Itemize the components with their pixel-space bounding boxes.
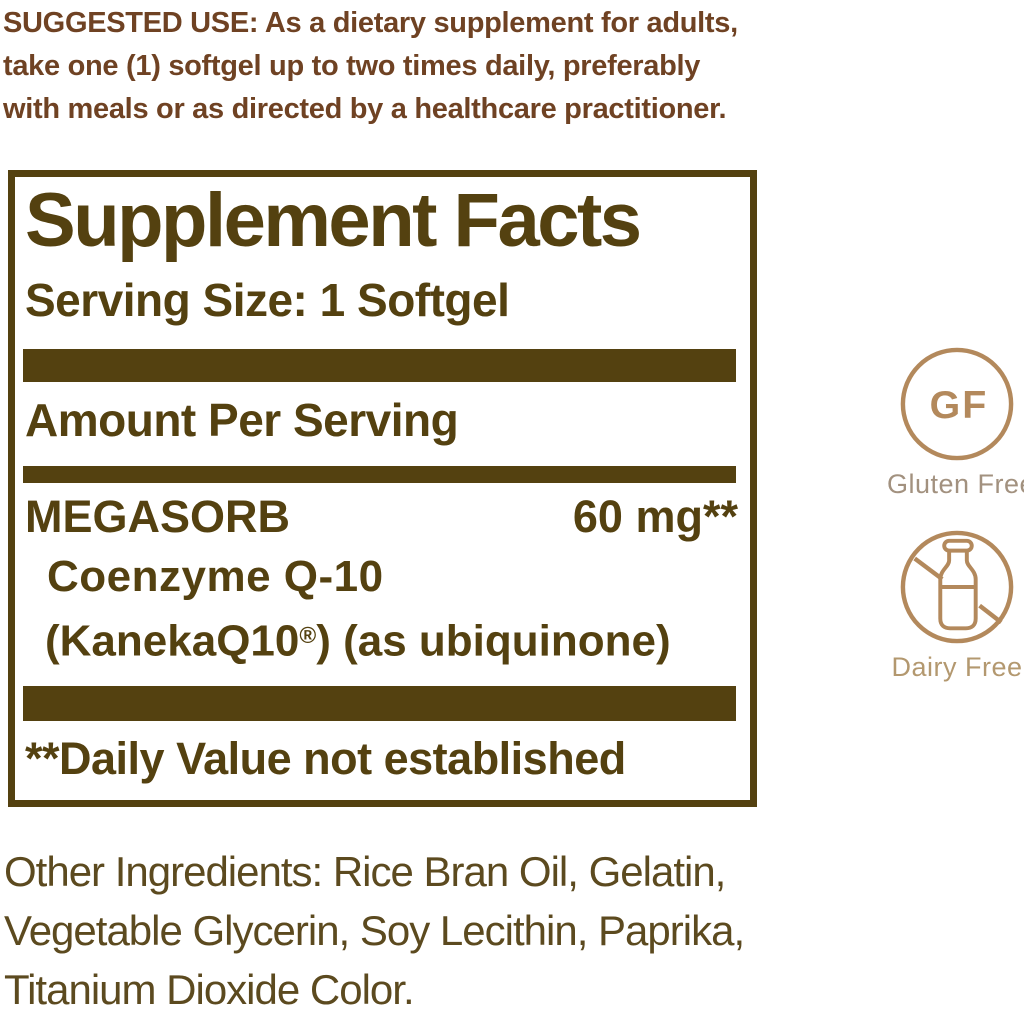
ingredient-subline-kaneka: (KanekaQ10®) (as ubiquinone) xyxy=(25,613,738,664)
ingredient-row: MEGASORB 60 mg** xyxy=(25,493,738,541)
divider-bar-thin xyxy=(23,466,736,483)
ingredient-subline-coenzyme: Coenzyme Q-10 xyxy=(47,552,384,601)
other-ingredients-line-1: Other Ingredients: Rice Bran Oil, Gelati… xyxy=(4,848,726,895)
suggested-use-paragraph: SUGGESTED USE: As a dietary supplement f… xyxy=(3,2,853,131)
ingredient-amount: 60 mg** xyxy=(572,491,738,542)
gluten-free-badge: GF Gluten Free xyxy=(887,345,1024,500)
dairy-free-label: Dairy Free xyxy=(891,652,1023,682)
suggested-use-line-3: with meals or as directed by a healthcar… xyxy=(3,93,727,125)
supplement-facts-panel: Supplement Facts Serving Size: 1 Softgel… xyxy=(8,170,757,807)
other-ingredients-paragraph: Other Ingredients: Rice Bran Oil, Gelati… xyxy=(4,842,884,1009)
divider-bar-thick-bottom xyxy=(23,685,736,721)
registered-trademark-symbol: ® xyxy=(299,622,317,648)
kaneka-suffix: ) (as ubiquinone) xyxy=(316,616,671,666)
gf-abbreviation: GF xyxy=(930,383,989,427)
other-ingredients-line-2: Vegetable Glycerin, Soy Lecithin, Paprik… xyxy=(4,907,745,954)
dairy-free-badge: Dairy Free xyxy=(887,528,1024,683)
suggested-use-line-2: take one (1) softgel up to two times dai… xyxy=(3,50,701,82)
ingredient-name: MEGASORB xyxy=(25,491,291,542)
supplement-facts-content: Supplement Facts Serving Size: 1 Softgel… xyxy=(15,177,750,783)
supplement-facts-title: Supplement Facts xyxy=(25,178,642,263)
suggested-use-line-1: SUGGESTED USE: As a dietary supplement f… xyxy=(3,7,738,39)
amount-per-serving-heading: Amount Per Serving xyxy=(25,394,459,446)
kaneka-prefix: (KanekaQ10 xyxy=(45,616,300,666)
serving-size-text: Serving Size: 1 Softgel xyxy=(25,274,510,326)
divider-bar-thick xyxy=(23,349,736,382)
daily-value-footnote: **Daily Value not established xyxy=(25,732,626,784)
milk-bottle-crossed-icon xyxy=(900,530,1014,644)
gluten-free-label: Gluten Free xyxy=(887,469,1024,499)
gf-circle-icon: GF xyxy=(900,347,1014,461)
other-ingredients-line-3: Titanium Dioxide Color. xyxy=(4,966,415,1009)
